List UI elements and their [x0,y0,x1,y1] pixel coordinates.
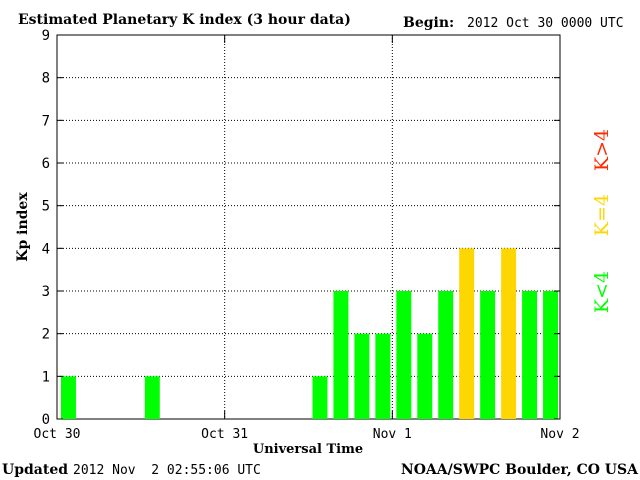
kp-bar [333,291,349,419]
kp-bar [501,248,517,419]
kp-bar [543,291,558,419]
kp-bar [417,333,433,419]
x-tick-label: Nov 2 [540,427,579,442]
grid [57,35,560,419]
begin-label: Begin: [403,15,454,31]
kp-bar [522,291,538,419]
plot-area [56,34,561,420]
x-tick-label: Oct 31 [201,427,248,442]
updated-label: Updated [2,462,68,478]
y-tick-label: 8 [42,71,50,87]
y-tick-label: 6 [42,156,50,172]
axis-ticks [56,34,561,420]
kp-bar [354,333,370,419]
bars [61,248,558,419]
legend-k-less-4: K<4 [591,271,613,313]
kp-bar [144,376,160,419]
begin-value: 2012 Oct 30 0000 UTC [467,16,624,31]
chart-title: Estimated Planetary K index (3 hour data… [18,12,351,28]
kp-bar [438,291,454,419]
kp-bar [459,248,475,419]
y-tick-label: 4 [42,241,50,257]
x-tick-label: Oct 30 [34,427,81,442]
kp-bar [375,333,391,419]
kp-bar [312,376,328,419]
y-tick-label: 7 [42,113,50,129]
legend-k-equal-4: K=4 [591,194,613,236]
y-tick-labels: 0 1 2 3 4 5 6 7 8 9 [42,28,50,428]
kp-bar [480,291,496,419]
x-tick-label: Nov 1 [373,427,412,442]
updated-value: 2012 Nov 2 02:55:06 UTC [73,463,261,478]
x-axis-label: Universal Time [253,442,363,457]
y-tick-label: 2 [42,327,50,343]
x-tick-labels: Oct 30 Oct 31 Nov 1 Nov 2 [34,427,580,442]
y-tick-label: 0 [42,412,50,428]
y-tick-label: 5 [42,199,50,215]
y-tick-label: 3 [42,284,50,300]
y-tick-label: 9 [42,28,50,44]
y-axis-label: Kp index [15,192,31,262]
kp-bar [396,291,412,419]
source-credit: NOAA/SWPC Boulder, CO USA [401,462,639,478]
kp-bar [61,376,76,419]
legend-k-greater-4: K>4 [591,129,613,171]
y-tick-label: 1 [42,369,50,385]
